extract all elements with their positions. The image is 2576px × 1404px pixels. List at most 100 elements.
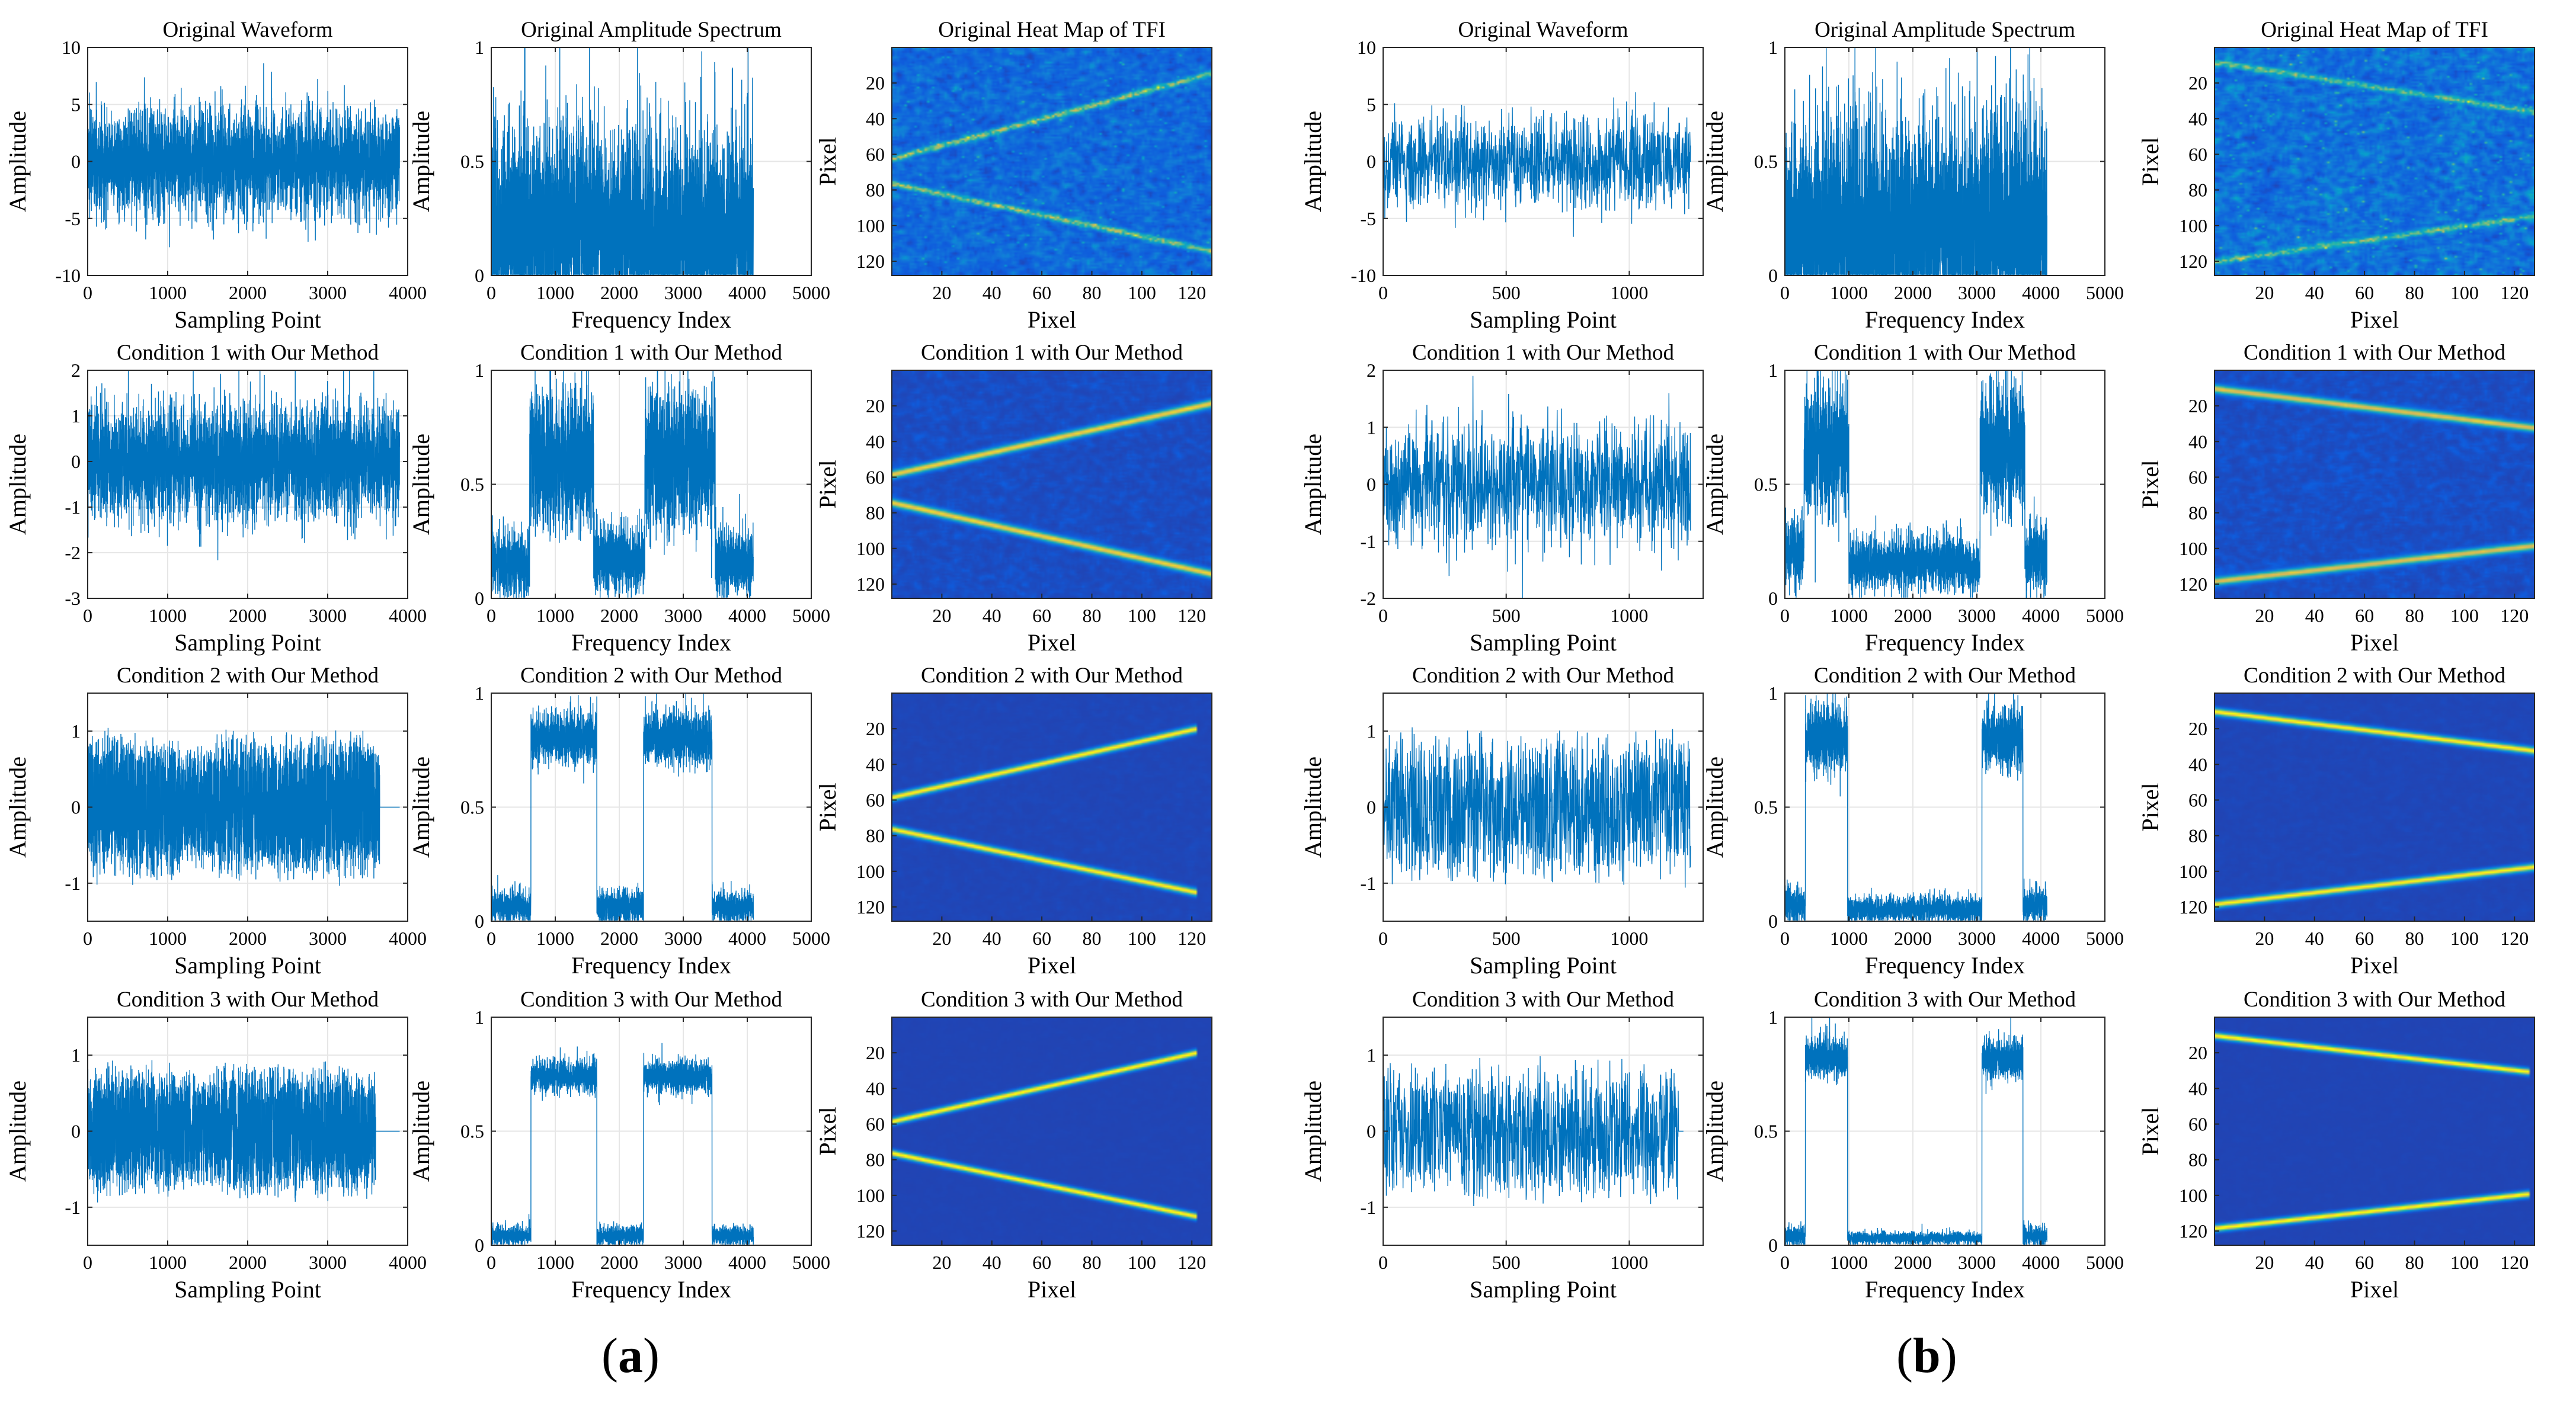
y-tick-label: 60 — [866, 1113, 885, 1134]
x-tick-label: 120 — [1177, 1252, 1206, 1273]
x-tick-label: 2000 — [229, 605, 267, 626]
x-axis-label: Pixel — [2350, 629, 2399, 656]
y-tick-label: 0 — [475, 265, 484, 286]
series-line — [88, 63, 400, 248]
y-tick-label: 80 — [866, 825, 885, 847]
x-tick-label: 20 — [932, 928, 951, 949]
x-tick-label: 3000 — [1958, 282, 1996, 303]
y-tick-label: 120 — [856, 251, 885, 272]
x-tick-label: 40 — [2305, 605, 2324, 626]
y-axis-label: Amplitude — [1701, 111, 1728, 212]
x-axis-label: Sampling Point — [174, 629, 321, 656]
x-tick-label: 4000 — [2022, 282, 2060, 303]
y-tick-label: 0 — [475, 1235, 484, 1256]
y-tick-label: 20 — [866, 395, 885, 416]
x-axis-label: Pixel — [2350, 306, 2399, 333]
y-tick-label: 100 — [856, 861, 885, 882]
y-tick-label: -10 — [55, 265, 81, 286]
subplot-title: Original Waveform — [1458, 18, 1628, 42]
subplot-b-r1-c1: 0 500 1000 -10 -5 0 5 10 Original Waveform Sampli… — [1300, 18, 1704, 333]
x-axis-label: Frequency Index — [571, 1276, 731, 1303]
series-line — [491, 693, 754, 921]
y-tick-label: 60 — [866, 466, 885, 488]
y-tick-label: 120 — [856, 896, 885, 918]
x-tick-label: 60 — [2355, 928, 2374, 949]
y-tick-label: 120 — [856, 1220, 885, 1242]
x-tick-label: 40 — [2305, 1252, 2324, 1273]
y-tick-label: 1 — [1367, 720, 1376, 742]
subplot-title: Condition 3 with Our Method — [921, 988, 1183, 1012]
x-tick-label: 80 — [2405, 1252, 2424, 1273]
y-tick-label: 1 — [71, 405, 81, 427]
y-tick-label: 0.5 — [460, 1121, 484, 1142]
y-tick-label: 100 — [856, 538, 885, 559]
x-tick-label: 1000 — [1610, 928, 1648, 949]
x-tick-label: 0 — [487, 1252, 496, 1273]
x-axis-label: Pixel — [1028, 952, 1076, 979]
subplot-a-r3-c3: 20 40 60 80 100 120 20 40 60 80 100 120 Condition 2 … — [814, 663, 1212, 979]
x-tick-label: 1000 — [536, 605, 574, 626]
x-tick-label: 0 — [1780, 928, 1790, 949]
x-tick-label: 80 — [2405, 282, 2424, 303]
x-tick-label: 20 — [2255, 605, 2274, 626]
x-tick-label: 40 — [983, 928, 1001, 949]
y-tick-label: 20 — [866, 718, 885, 739]
y-axis-label: Amplitude — [4, 1081, 31, 1182]
x-tick-label: 80 — [1083, 1252, 1102, 1273]
y-tick-label: 1 — [1768, 1006, 1778, 1028]
x-tick-label: 5000 — [792, 1252, 830, 1273]
x-axis-label: Pixel — [1028, 629, 1076, 656]
x-tick-label: 4000 — [389, 1252, 427, 1273]
y-tick-label: 0 — [1768, 588, 1778, 609]
heatmap-image — [2215, 693, 2535, 921]
subplot-b-r4-c2: 0 1000 2000 3000 4000 5000 0 0.5 1 Condition 3 wi… — [1701, 988, 2124, 1303]
x-tick-label: 100 — [1128, 928, 1156, 949]
x-tick-label: 4000 — [728, 282, 766, 303]
y-axis-label: Amplitude — [408, 434, 434, 535]
x-axis-label: Frequency Index — [1865, 1276, 2025, 1303]
y-axis-label: Pixel — [814, 783, 841, 831]
x-tick-label: 5000 — [2086, 928, 2124, 949]
subplot-title: Condition 1 with Our Method — [2244, 341, 2505, 365]
x-tick-label: 20 — [2255, 282, 2274, 303]
y-tick-label: -2 — [65, 542, 81, 563]
y-tick-label: 5 — [71, 94, 81, 115]
x-tick-label: 1000 — [536, 282, 574, 303]
y-tick-label: 120 — [856, 573, 885, 595]
y-tick-label: 120 — [2179, 896, 2207, 918]
series-line — [1785, 1017, 2047, 1245]
y-tick-label: 80 — [2188, 825, 2207, 847]
panel-a-letter: a — [617, 1328, 643, 1383]
x-tick-label: 120 — [2500, 1252, 2529, 1273]
x-tick-label: 40 — [983, 282, 1001, 303]
x-tick-label: 60 — [2355, 282, 2374, 303]
subplot-b-r2-c3: 20 40 60 80 100 120 20 40 60 80 100 120 Condition 1 … — [2137, 341, 2535, 656]
y-tick-label: 0 — [1367, 474, 1376, 495]
x-tick-label: 4000 — [2022, 1252, 2060, 1273]
subplot-title: Original Heat Map of TFI — [2261, 18, 2488, 42]
subplot-b-r3-c2: 0 1000 2000 3000 4000 5000 0 0.5 1 Condition 2 wi… — [1701, 663, 2124, 979]
x-tick-label: 120 — [1177, 282, 1206, 303]
subplot-a-r2-c1: 0 1000 2000 3000 4000 -3 -2 -1 0 1 2 Condition 1 wi… — [4, 341, 427, 656]
x-tick-label: 5000 — [2086, 282, 2124, 303]
y-tick-label: 40 — [2188, 431, 2207, 452]
x-tick-label: 1000 — [1830, 282, 1868, 303]
y-axis-label: Amplitude — [1300, 1081, 1326, 1182]
series-line — [88, 370, 401, 560]
subplot-b-r2-c2: 0 1000 2000 3000 4000 5000 0 0.5 1 Condition 1 wi… — [1701, 341, 2124, 656]
y-tick-label: 0.5 — [1754, 151, 1778, 172]
heatmap-image — [2215, 370, 2535, 598]
y-tick-label: 1 — [1768, 37, 1778, 58]
x-tick-label: 120 — [2500, 605, 2529, 626]
y-tick-label: 80 — [2188, 502, 2207, 524]
series-line — [1785, 370, 2047, 598]
y-tick-label: 2 — [1367, 360, 1376, 381]
x-tick-label: 4000 — [728, 1252, 766, 1273]
y-tick-label: 0 — [1367, 151, 1376, 172]
heatmap-image — [892, 693, 1212, 921]
y-tick-label: 40 — [866, 431, 885, 452]
x-tick-label: 0 — [1780, 282, 1790, 303]
x-tick-label: 120 — [2500, 928, 2529, 949]
x-tick-label: 40 — [2305, 282, 2324, 303]
